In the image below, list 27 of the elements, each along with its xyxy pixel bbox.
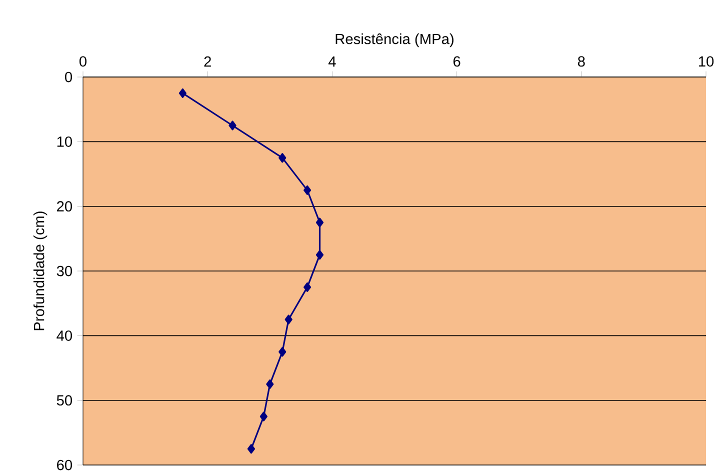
point [303,185,312,195]
point [266,379,274,389]
x-tick-label: 8 [578,56,585,67]
point [316,218,324,228]
point [247,444,256,454]
point [260,412,268,422]
x-tick-label: 4 [328,56,336,67]
y-tick-label: 60 [57,460,72,470]
x-tick-label: 10 [698,56,714,67]
y-tick-label: 40 [56,330,72,341]
point [278,347,286,357]
y-axis-title: Profundidade (cm) [33,212,48,330]
x-tick-label: 0 [79,56,86,67]
y-tick-label: 10 [57,136,72,147]
y-tick-label: 0 [65,72,72,82]
x-tick-label: 2 [204,56,211,67]
x-tick-label: 6 [453,56,460,67]
point [278,153,286,163]
point [228,120,236,130]
point [316,250,324,260]
point [284,314,292,324]
y-tick-label: 50 [56,395,72,406]
y-tick-label: 30 [56,266,72,276]
y-tick-label: 20 [57,201,72,212]
x-axis-title: Resistência (MPa) [336,33,454,48]
point [178,88,186,98]
point [303,282,312,292]
